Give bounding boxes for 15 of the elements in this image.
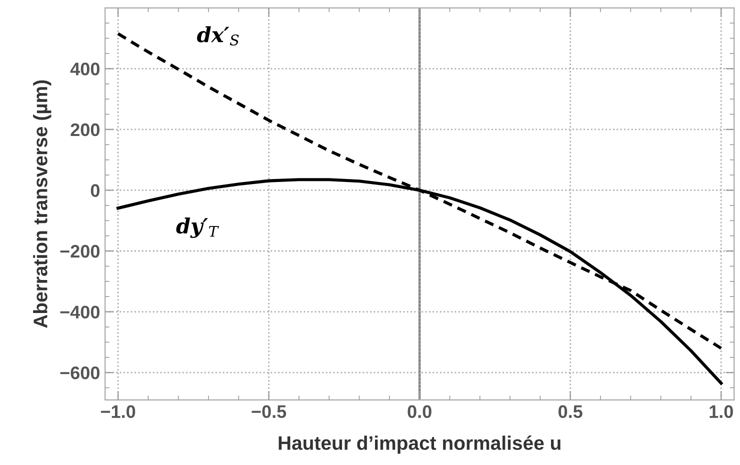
series-label: dx′$_{S}$ xyxy=(197,26,239,46)
x-tick-label: 0.5 xyxy=(558,405,582,418)
y-tick-label: 400 xyxy=(70,62,100,76)
y-tick-label: 200 xyxy=(70,123,100,136)
x-tick-label: −0.5 xyxy=(252,405,286,418)
x-axis-title: Hauteur d’impact normalisée u xyxy=(278,435,560,454)
y-tick-label: 0 xyxy=(90,184,100,197)
x-tick-label: −1.0 xyxy=(100,405,136,418)
series-label: dy′$_{T}$ xyxy=(176,218,219,238)
y-tick-label: −600 xyxy=(60,366,100,380)
y-tick-label: −400 xyxy=(60,306,100,318)
x-tick-label: 1.0 xyxy=(710,405,733,418)
y-tick-label: −200 xyxy=(60,244,100,258)
x-tick-label: 0.0 xyxy=(408,405,432,418)
y-axis-title: Aberration transverse (µm) xyxy=(33,80,52,328)
